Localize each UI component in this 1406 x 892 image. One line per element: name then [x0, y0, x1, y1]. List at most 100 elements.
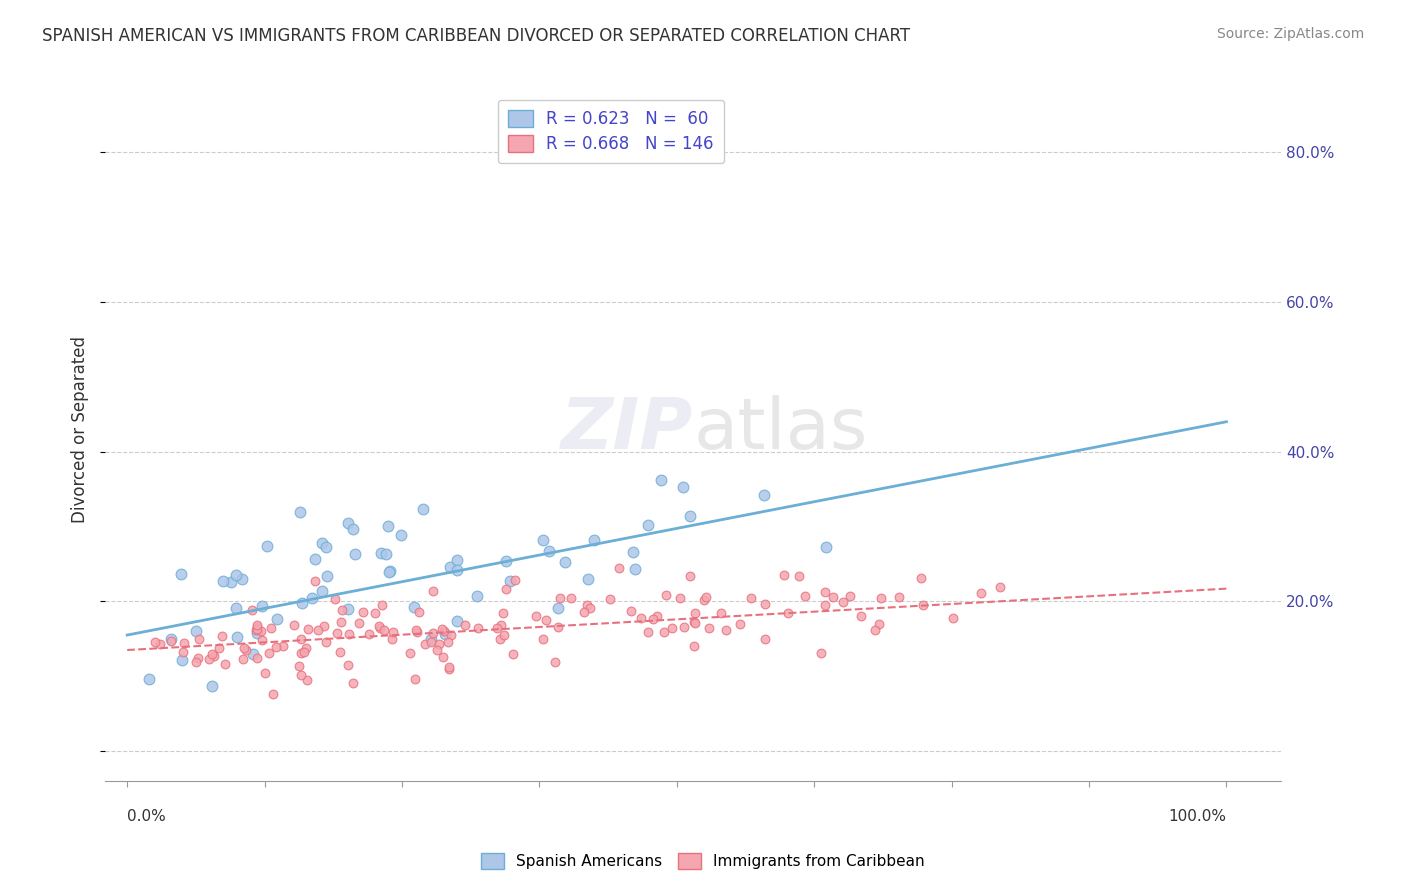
- Point: [406, 624, 429, 639]
- Point: [446, 564, 468, 578]
- Point: [432, 650, 454, 665]
- Point: [537, 544, 560, 558]
- Point: [301, 591, 323, 606]
- Point: [682, 615, 704, 629]
- Point: [440, 628, 463, 642]
- Point: [343, 547, 366, 561]
- Point: [405, 623, 427, 637]
- Legend: Spanish Americans, Immigrants from Caribbean: Spanish Americans, Immigrants from Carib…: [475, 847, 931, 875]
- Point: [599, 591, 621, 606]
- Point: [233, 641, 256, 656]
- Point: [427, 637, 450, 651]
- Point: [201, 647, 224, 661]
- Point: [495, 554, 517, 568]
- Point: [336, 516, 359, 531]
- Point: [503, 573, 526, 587]
- Point: [710, 607, 733, 621]
- Point: [413, 637, 436, 651]
- Point: [672, 620, 695, 634]
- Point: [419, 632, 441, 646]
- Point: [554, 555, 576, 569]
- Point: [683, 639, 706, 653]
- Point: [378, 566, 401, 580]
- Point: [370, 546, 392, 560]
- Point: [650, 473, 672, 487]
- Point: [430, 622, 453, 636]
- Point: [404, 673, 426, 687]
- Point: [910, 571, 932, 585]
- Point: [311, 536, 333, 550]
- Point: [437, 659, 460, 673]
- Point: [373, 623, 395, 637]
- Point: [422, 625, 444, 640]
- Point: [695, 590, 717, 604]
- Point: [970, 586, 993, 600]
- Point: [492, 628, 515, 642]
- Point: [240, 603, 263, 617]
- Point: [367, 618, 389, 632]
- Point: [336, 602, 359, 616]
- Point: [352, 605, 374, 619]
- Point: [531, 632, 554, 646]
- Point: [349, 615, 371, 630]
- Point: [489, 618, 512, 632]
- Point: [814, 585, 837, 599]
- Point: [245, 623, 267, 637]
- Point: [312, 619, 335, 633]
- Point: [337, 627, 360, 641]
- Point: [560, 591, 582, 606]
- Point: [170, 566, 193, 581]
- Point: [534, 613, 557, 627]
- Point: [389, 527, 412, 541]
- Point: [330, 615, 353, 630]
- Point: [672, 480, 695, 494]
- Point: [225, 600, 247, 615]
- Point: [870, 591, 893, 606]
- Point: [315, 540, 337, 554]
- Point: [249, 624, 271, 638]
- Point: [437, 635, 460, 649]
- Point: [371, 598, 394, 612]
- Point: [288, 659, 311, 673]
- Point: [329, 645, 352, 659]
- Point: [262, 687, 284, 701]
- Point: [219, 575, 242, 590]
- Point: [432, 624, 454, 638]
- Point: [576, 572, 599, 586]
- Point: [547, 600, 569, 615]
- Point: [683, 615, 706, 630]
- Point: [832, 594, 855, 608]
- Point: [378, 564, 401, 578]
- Point: [294, 641, 316, 656]
- Point: [256, 539, 278, 553]
- Point: [246, 625, 269, 640]
- Point: [207, 640, 229, 655]
- Point: [420, 635, 443, 649]
- Text: 0.0%: 0.0%: [127, 809, 166, 824]
- Point: [647, 608, 669, 623]
- Point: [434, 626, 457, 640]
- Point: [439, 559, 461, 574]
- Point: [138, 672, 160, 686]
- Point: [988, 580, 1011, 594]
- Point: [225, 630, 247, 644]
- Point: [202, 648, 225, 663]
- Y-axis label: Divorced or Separated: Divorced or Separated: [72, 335, 89, 523]
- Point: [839, 589, 862, 603]
- Point: [623, 545, 645, 559]
- Point: [502, 647, 524, 661]
- Point: [630, 611, 652, 625]
- Point: [652, 624, 675, 639]
- Point: [246, 651, 269, 665]
- Point: [364, 606, 387, 620]
- Point: [620, 604, 643, 618]
- Point: [547, 620, 569, 634]
- Point: [297, 623, 319, 637]
- Point: [789, 569, 811, 583]
- Point: [408, 605, 430, 619]
- Point: [912, 598, 935, 612]
- Point: [260, 621, 283, 635]
- Point: [823, 591, 845, 605]
- Point: [439, 662, 461, 676]
- Point: [374, 547, 396, 561]
